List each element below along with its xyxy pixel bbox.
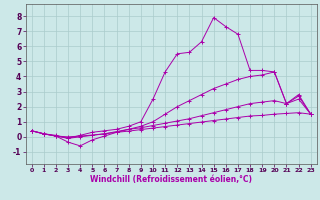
X-axis label: Windchill (Refroidissement éolien,°C): Windchill (Refroidissement éolien,°C) [90,175,252,184]
